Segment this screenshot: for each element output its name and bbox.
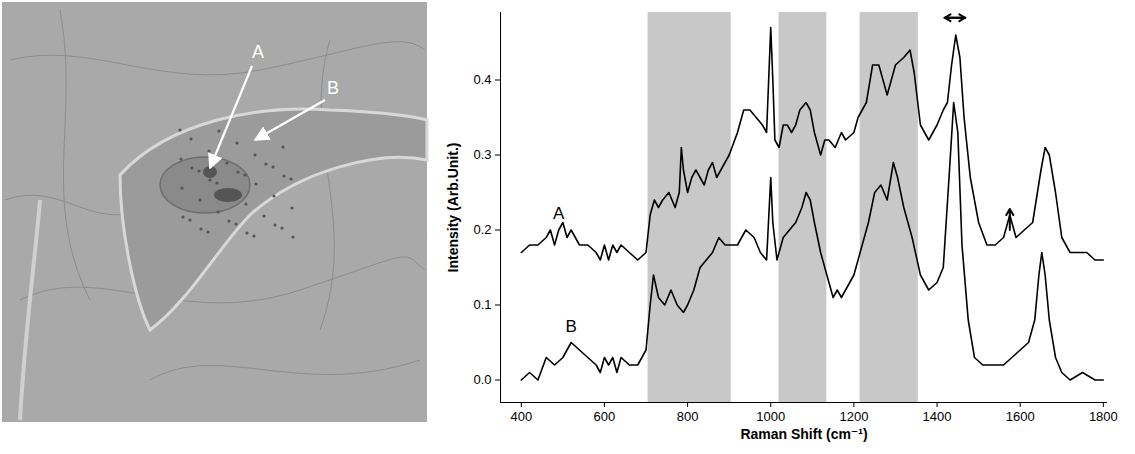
svg-text:1600: 1600	[1006, 409, 1035, 424]
svg-text:A: A	[553, 204, 565, 223]
svg-text:1000: 1000	[756, 409, 785, 424]
svg-text:0.1: 0.1	[473, 297, 491, 312]
svg-text:A: A	[252, 42, 264, 62]
svg-text:800: 800	[677, 409, 699, 424]
svg-text:0.0: 0.0	[473, 372, 491, 387]
svg-text:1800: 1800	[1089, 409, 1118, 424]
svg-text:0.3: 0.3	[473, 147, 491, 162]
svg-text:1200: 1200	[839, 409, 868, 424]
svg-text:B: B	[566, 317, 577, 336]
svg-text:400: 400	[510, 409, 532, 424]
svg-text:B: B	[327, 78, 339, 98]
svg-text:0.2: 0.2	[473, 222, 491, 237]
svg-text:Intensity (Arb.Unit.): Intensity (Arb.Unit.)	[445, 143, 461, 273]
svg-text:600: 600	[594, 409, 616, 424]
svg-text:0.4: 0.4	[473, 72, 491, 87]
svg-text:1400: 1400	[923, 409, 952, 424]
svg-text:Raman Shift (cm⁻¹): Raman Shift (cm⁻¹)	[740, 426, 867, 442]
